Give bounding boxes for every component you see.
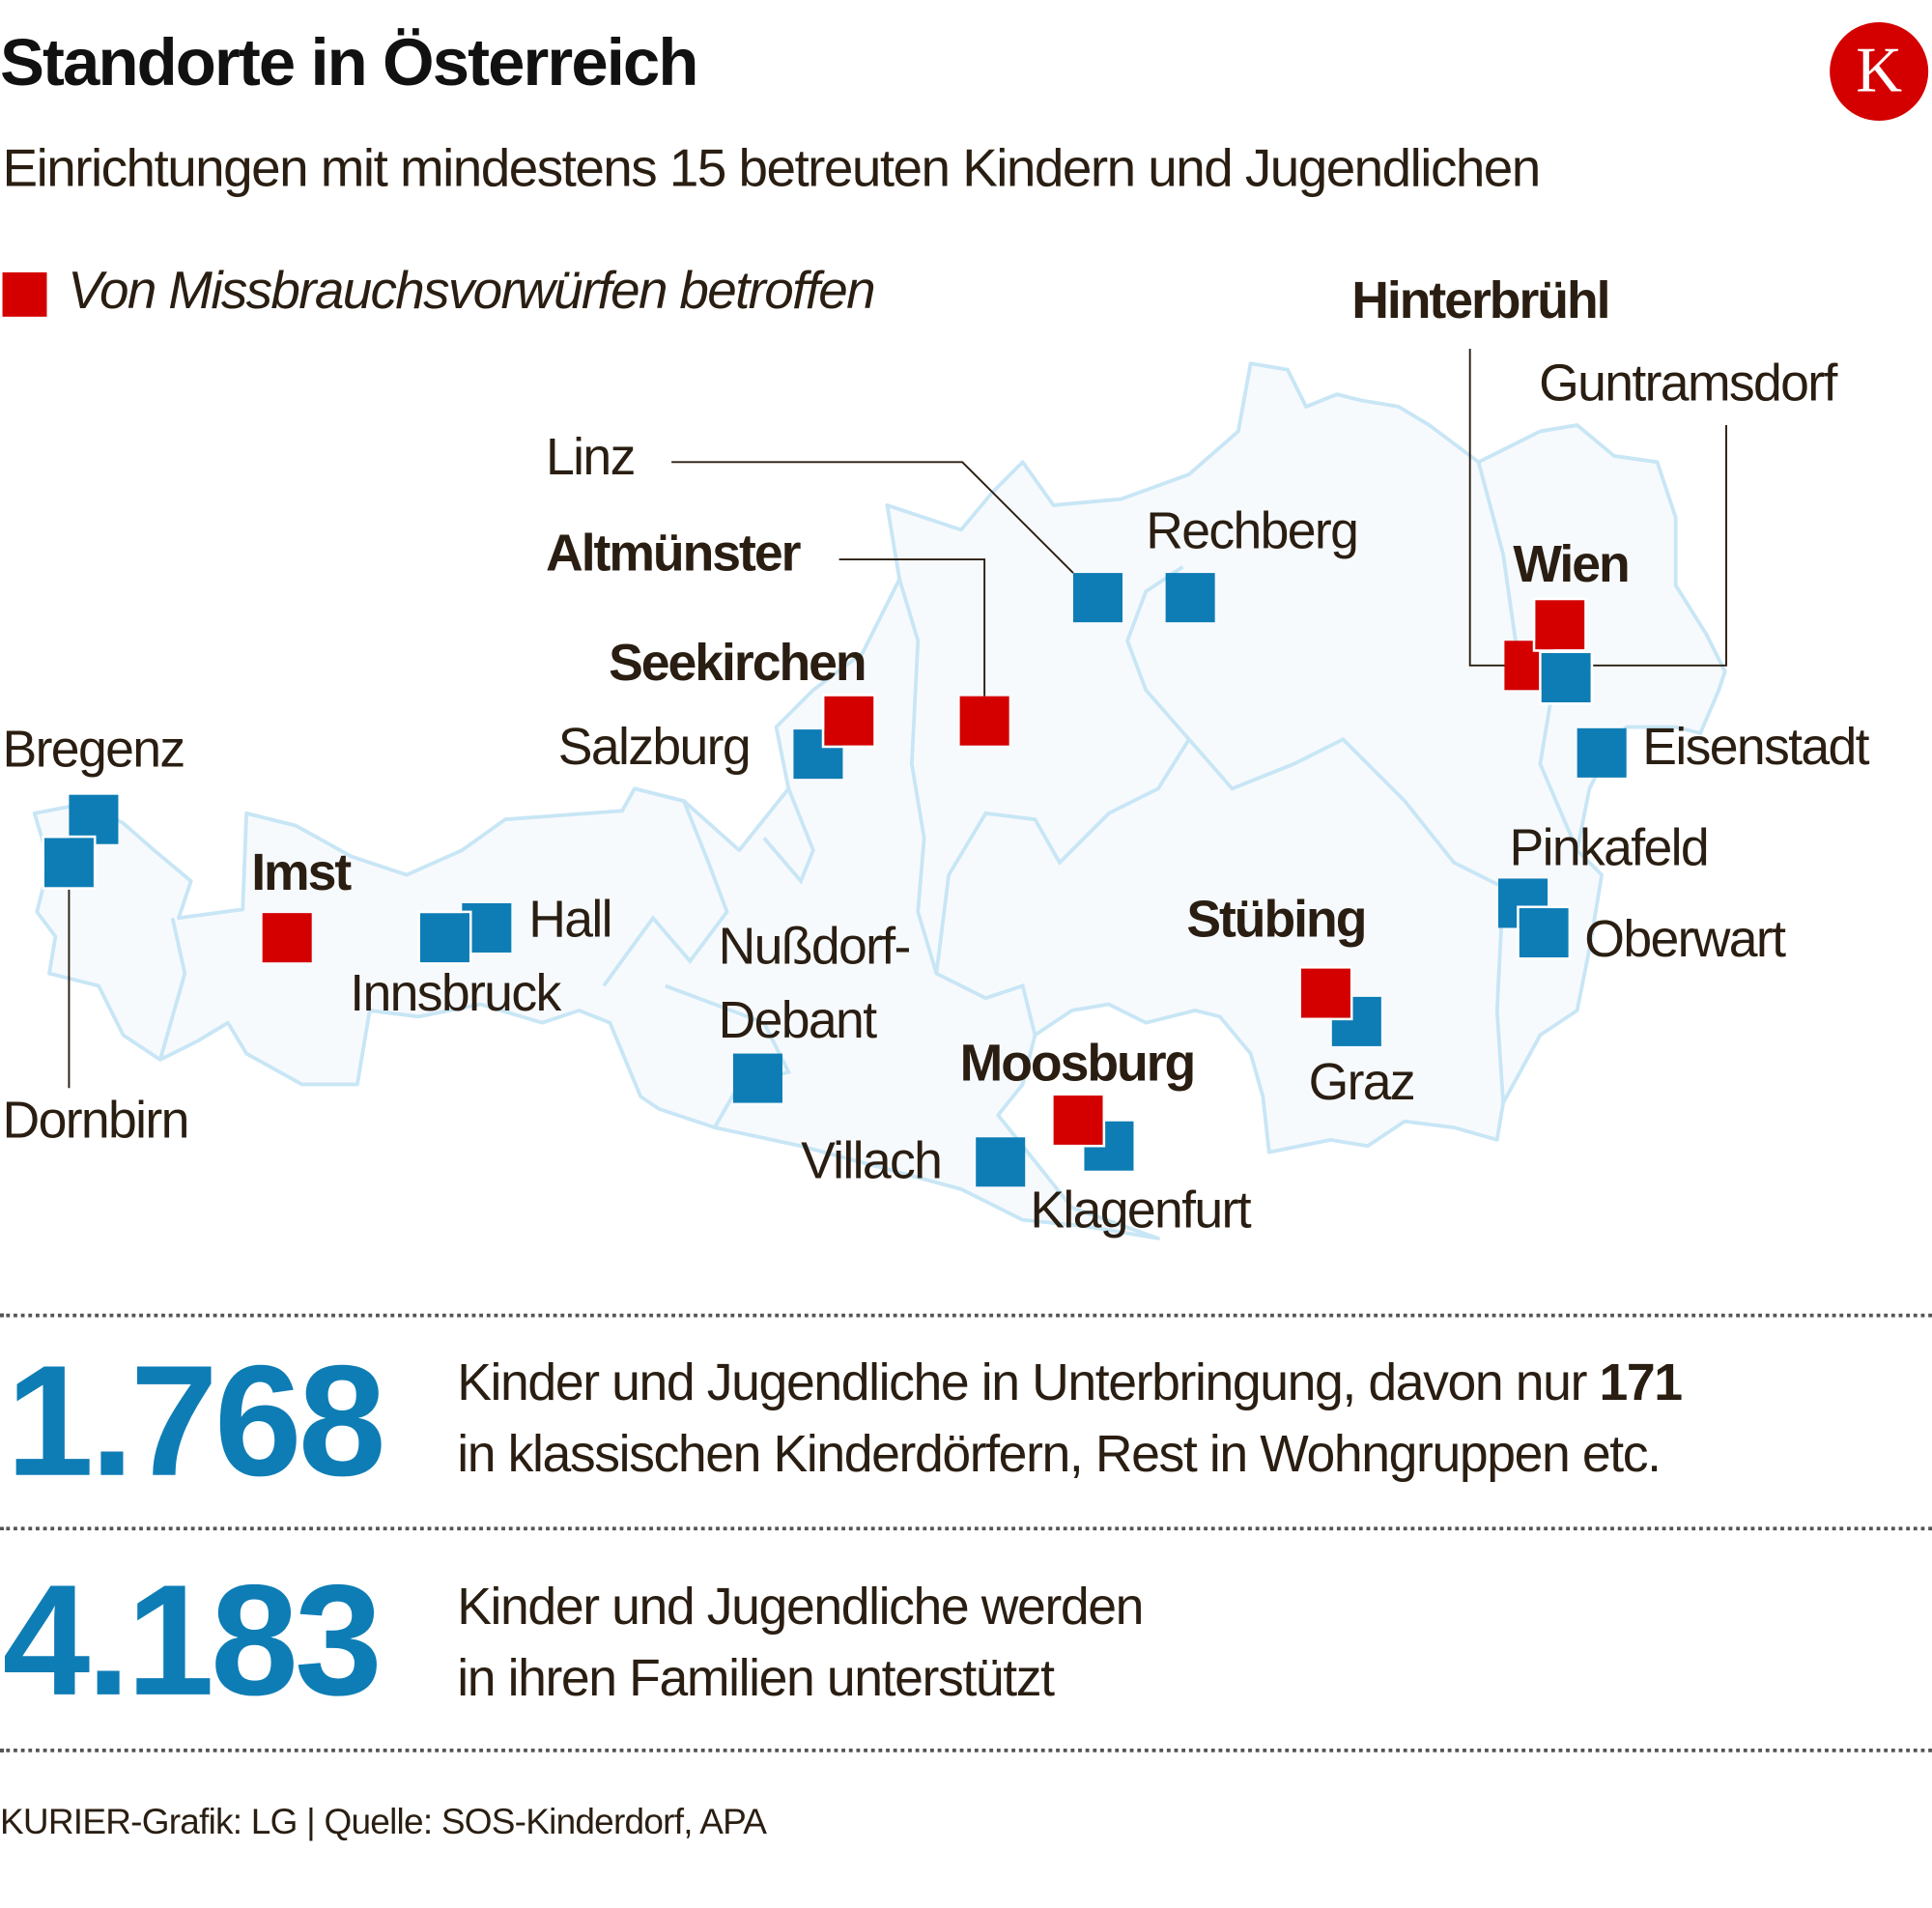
divider (0, 1313, 1932, 1318)
stat-text: Kinder und Jugendliche werden (457, 1577, 1144, 1636)
marker-dornbirn (42, 835, 97, 890)
marker-nussdorf-debant (732, 1053, 782, 1103)
label-villach: Villach (801, 1130, 943, 1189)
leader-line-hinterbruehl-guntramsdorf (1468, 348, 1727, 667)
stat-text-line2: in ihren Familien unterstützt (457, 1648, 1055, 1707)
label-innsbruck: Innsbruck (350, 963, 561, 1022)
leader-lines (68, 348, 1727, 1089)
stat-text-line2: in klassischen Kinderdörfern, Rest in Wo… (457, 1424, 1662, 1483)
marker-rechberg (1165, 573, 1215, 623)
divider (0, 1748, 1932, 1752)
label-nussdorf: Nußdorf- (718, 916, 912, 975)
label-eisenstadt: Eisenstadt (1642, 717, 1869, 776)
label-imst: Imst (251, 842, 352, 901)
stat-text: Kinder und Jugendliche in Unterbringung,… (457, 1353, 1600, 1411)
stat-number: 4.183 (2, 1552, 383, 1729)
subtitle: Einrichtungen mit mindestens 15 betreute… (2, 139, 1542, 199)
label-bregenz: Bregenz (2, 719, 186, 778)
label-hall: Hall (528, 889, 612, 948)
stat-number: 1.768 (6, 1333, 385, 1510)
marker-villach (976, 1137, 1026, 1187)
label-guntramsdorf: Guntramsdorf (1539, 354, 1837, 413)
marker-moosburg (1051, 1093, 1106, 1148)
leader-line-altmuenster (838, 558, 986, 697)
marker-innsbruck (417, 910, 472, 965)
label-debant: Debant (718, 990, 877, 1049)
marker-wien (1532, 597, 1587, 652)
label-klagenfurt: Klagenfurt (1030, 1180, 1251, 1239)
source-footer: KURIER-Grafik: LG | Quelle: SOS-Kinderdo… (0, 1803, 767, 1842)
label-rechberg: Rechberg (1146, 501, 1359, 560)
label-pinkafeld: Pinkafeld (1509, 817, 1709, 876)
stat-description: Kinder und Jugendliche in Unterbringung,… (457, 1347, 1683, 1490)
label-salzburg: Salzburg (557, 717, 752, 776)
page-title: Standorte in Österreich (0, 25, 698, 100)
marker-hall (462, 902, 512, 953)
label-graz: Graz (1308, 1052, 1416, 1111)
stat-description: Kinder und Jugendliche werden in ihren F… (457, 1571, 1144, 1714)
marker-seekirchen (821, 694, 876, 749)
label-linz: Linz (546, 427, 636, 486)
stat-highlight: 171 (1599, 1353, 1683, 1411)
label-wien: Wien (1513, 534, 1630, 593)
marker-imst (262, 913, 312, 963)
label-moosburg: Moosburg (959, 1034, 1197, 1093)
label-seekirchen: Seekirchen (609, 633, 867, 692)
austria-outline (32, 361, 1727, 1240)
marker-eisenstadt (1577, 727, 1627, 778)
marker-altmuenster (959, 696, 1009, 746)
legend-red-square-icon (2, 271, 47, 317)
legend-label: Von Missbrauchsvorwürfen betroffen (68, 261, 875, 321)
marker-linz (1072, 573, 1122, 623)
label-stuebing: Stübing (1186, 889, 1367, 948)
marker-stuebing (1298, 965, 1353, 1021)
leader-line-linz (671, 461, 1074, 574)
label-dornbirn: Dornbirn (2, 1090, 190, 1149)
marker-oberwart (1517, 905, 1572, 960)
divider (0, 1526, 1932, 1531)
label-altmuenster: Altmünster (546, 524, 801, 583)
label-oberwart: Oberwart (1584, 909, 1786, 968)
marker-bregenz (69, 794, 119, 844)
marker-guntramsdorf (1539, 650, 1594, 705)
kurier-logo: K (1830, 21, 1929, 121)
label-hinterbruehl: Hinterbrühl (1351, 271, 1610, 329)
